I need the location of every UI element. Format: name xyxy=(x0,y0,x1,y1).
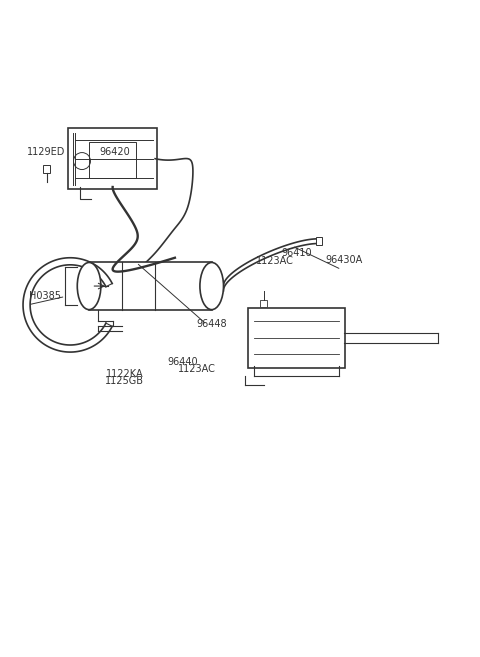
Text: H0385: H0385 xyxy=(29,292,61,302)
FancyBboxPatch shape xyxy=(68,128,157,189)
Text: 1123AC: 1123AC xyxy=(178,363,216,374)
FancyBboxPatch shape xyxy=(248,308,345,368)
Text: 96430A: 96430A xyxy=(325,255,362,265)
Bar xyxy=(89,142,136,177)
Text: 96420: 96420 xyxy=(100,147,131,156)
Text: 1129ED: 1129ED xyxy=(27,147,66,156)
Text: 96440: 96440 xyxy=(167,357,198,367)
Bar xyxy=(89,262,212,309)
Bar xyxy=(43,166,50,173)
Text: 1122KA: 1122KA xyxy=(106,369,143,379)
Text: 96448: 96448 xyxy=(196,319,227,328)
Text: 1123AC: 1123AC xyxy=(256,256,294,266)
Ellipse shape xyxy=(77,262,101,309)
Bar xyxy=(260,300,267,307)
Text: 96410: 96410 xyxy=(281,248,312,258)
Text: 1125GB: 1125GB xyxy=(105,376,144,386)
Bar xyxy=(316,237,322,245)
Ellipse shape xyxy=(200,262,224,309)
